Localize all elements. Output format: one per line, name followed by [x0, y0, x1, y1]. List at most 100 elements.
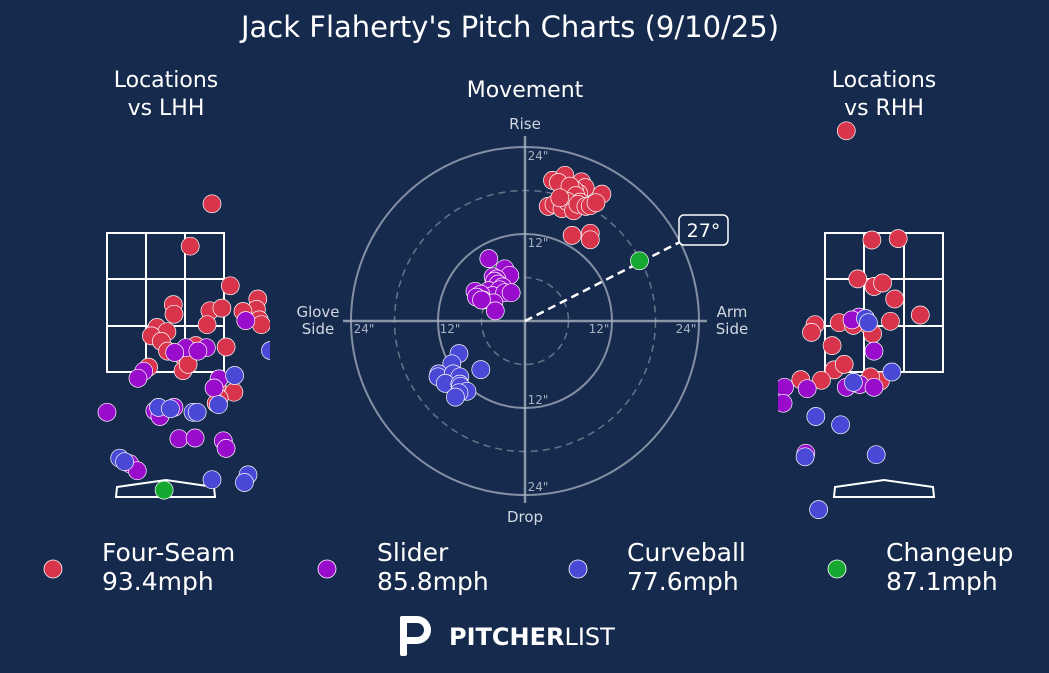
legend-label-changeup: Changeup [886, 538, 1013, 567]
legend-item-changeup: Changeup 87.1mph [827, 538, 1013, 596]
slider-pitch-point [864, 377, 884, 397]
four-seam-pitch-point [862, 230, 882, 250]
four-seam-pitch-point [220, 276, 240, 296]
slider-pitch-point [479, 249, 499, 268]
axis-label-arm-1: Arm [717, 303, 748, 321]
arm-angle-box [678, 214, 729, 246]
movement-plot: 27° Rise Drop Glove Side Arm Side 24" 12… [296, 115, 748, 526]
four-seam-pitch-point [885, 289, 905, 309]
movement-panel-title: Movement [467, 78, 584, 103]
four-seam-pitch-point [202, 194, 222, 214]
four-seam-pitch-point [873, 273, 892, 293]
slider-pitch-point [165, 343, 185, 362]
four-seam-pitch-point [910, 305, 930, 325]
axis-label-drop: Drop [507, 508, 543, 526]
curveball-pitch-point [806, 407, 826, 426]
legend-speed-curveball: 77.6mph [627, 567, 739, 596]
lhh-title-line-1: Locations [114, 68, 219, 93]
four-seam-pitch-point [834, 355, 854, 374]
slider-pitch-point [188, 341, 208, 361]
curveball-pitch-point [882, 362, 902, 382]
axis-label-rise: Rise [509, 115, 541, 133]
slider-pitch-point [97, 402, 117, 422]
arm-angle-label: 27° [687, 220, 721, 242]
curveball-pitch-point [795, 447, 815, 467]
axis-label-glove-1: Glove [296, 303, 339, 321]
four-seam-pitch-point [550, 188, 570, 208]
curveball-pitch-point [235, 473, 254, 492]
logo-mark-bowl [403, 616, 431, 644]
tick-left-24: 24" [354, 322, 375, 336]
home-plate [114, 478, 217, 498]
legend-speed-slider: 85.8mph [377, 567, 489, 596]
strike-zone-outline [824, 232, 944, 373]
four-seam-pitch-point [881, 311, 900, 331]
curveball-pitch-point [844, 373, 863, 392]
logo-mark-stem [400, 616, 407, 656]
legend-marker-slider [317, 559, 337, 579]
tick-right-24: 24" [676, 322, 697, 336]
legend-label-four-seam: Four-Seam [102, 538, 235, 567]
movement-grid [343, 136, 707, 503]
four-seam-pitch-point [197, 315, 217, 335]
four-seam-pitch-point [252, 315, 270, 335]
four-seam-pitch-point [822, 336, 842, 355]
curveball-pitch-point [225, 366, 244, 385]
legend: Four-Seam 93.4mph Slider 85.8mph Curveba… [43, 538, 1013, 596]
tick-bottom-24: 24" [528, 480, 549, 494]
curveball-pitch-point [209, 395, 228, 415]
four-seam-pitch-point [888, 229, 908, 248]
locations-lhh-plot [97, 194, 270, 500]
four-seam-pitch-point [180, 236, 200, 256]
tick-bottom-12: 12" [528, 393, 549, 407]
locations-rhh-plot [778, 121, 944, 519]
legend-marker-four-seam [43, 559, 63, 579]
curveball-pitch-point [831, 415, 850, 435]
changeup-pitch-point [630, 251, 649, 271]
rhh-title-line-1: Locations [832, 68, 937, 93]
lhh-title-line-2: vs LHH [128, 96, 205, 121]
arm-angle-badge: 27° [678, 214, 729, 246]
curveball-pitch-point [115, 452, 134, 472]
curveball-pitch-point [446, 387, 465, 407]
curveball-pitch-point [187, 402, 207, 422]
slider-pitch-point [485, 301, 505, 321]
curveball-pitch-point [809, 500, 828, 519]
legend-speed-four-seam: 93.4mph [102, 567, 214, 596]
four-seam-pitch-point [216, 337, 236, 357]
slider-pitch-point [236, 311, 256, 330]
slider-pitch-point [797, 379, 817, 399]
curveball-pitch-point [202, 470, 222, 490]
slider-pitch-point [501, 283, 521, 303]
four-seam-pitch-point [212, 298, 232, 318]
legend-label-curveball: Curveball [627, 538, 746, 567]
slider-pitch-point [127, 461, 147, 481]
four-seam-pitch-point [580, 230, 600, 250]
legend-marker-curveball [568, 559, 588, 579]
legend-item-slider: Slider 85.8mph [317, 538, 489, 596]
logo-text-light: LIST [564, 623, 615, 651]
tick-top-12: 12" [528, 236, 549, 250]
axis-label-arm-2: Side [716, 320, 748, 338]
chart-title: Jack Flaherty's Pitch Charts (9/10/25) [239, 10, 779, 44]
lhh-panel-title: Locations vs LHH [114, 68, 219, 121]
slider-pitch-point [128, 368, 148, 388]
arm-angle-line [524, 240, 681, 323]
lhh-pitch-points [97, 194, 270, 500]
curveball-pitch-point [859, 313, 878, 333]
four-seam-pitch-point [802, 323, 821, 342]
pitcherlist-logo-mark [400, 616, 431, 656]
slider-pitch-point [472, 290, 491, 310]
four-seam-pitch-point [848, 269, 868, 289]
logo-wordmark: PITCHERLIST [449, 623, 615, 651]
legend-item-four-seam: Four-Seam 93.4mph [43, 538, 235, 596]
four-seam-pitch-point [586, 193, 606, 213]
curveball-pitch-point [471, 360, 491, 379]
axis-label-glove-2: Side [302, 320, 334, 338]
slider-pitch-point [204, 378, 224, 398]
slider-pitch-point [778, 393, 793, 413]
movement-pitch-points [428, 165, 649, 407]
slider-pitch-point [169, 429, 189, 449]
rhh-panel-title: Locations vs RHH [832, 68, 937, 121]
curveball-pitch-point [161, 399, 180, 419]
